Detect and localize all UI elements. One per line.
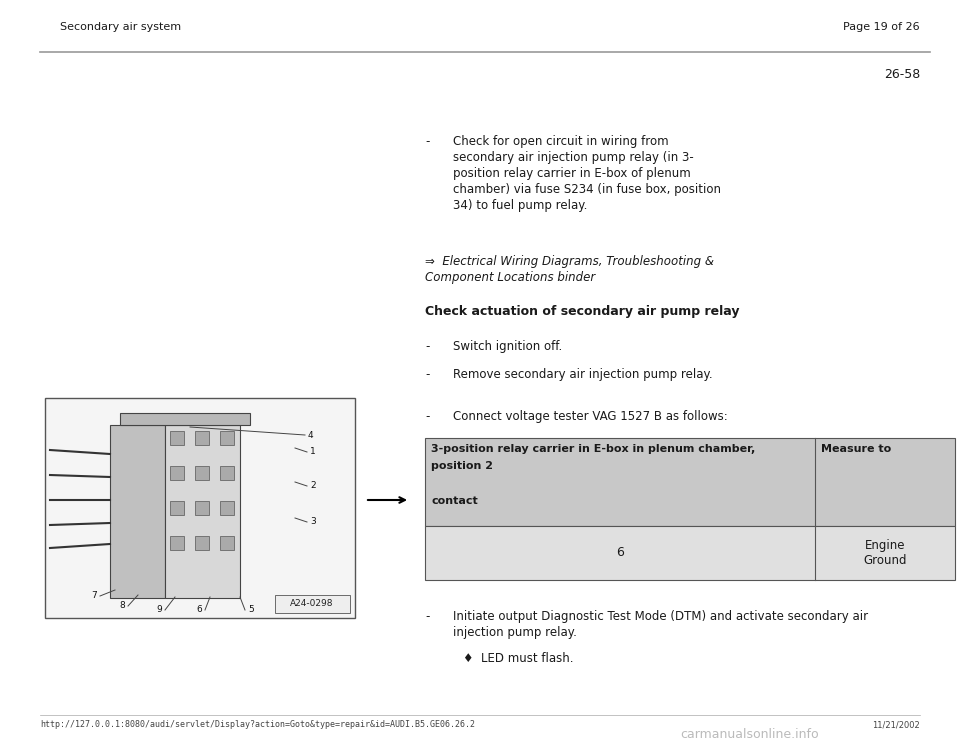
Text: 6: 6 bbox=[616, 547, 624, 559]
Bar bbox=[195, 466, 209, 480]
Bar bbox=[220, 466, 234, 480]
Text: contact: contact bbox=[431, 496, 478, 506]
Text: -: - bbox=[425, 610, 429, 623]
Text: Remove secondary air injection pump relay.: Remove secondary air injection pump rela… bbox=[453, 368, 712, 381]
Bar bbox=[170, 431, 184, 445]
Text: carmanualsonline.info: carmanualsonline.info bbox=[681, 728, 819, 741]
Text: ⇒  Electrical Wiring Diagrams, Troubleshooting &: ⇒ Electrical Wiring Diagrams, Troublesho… bbox=[425, 255, 714, 268]
Text: Switch ignition off.: Switch ignition off. bbox=[453, 340, 563, 353]
Text: chamber) via fuse S234 (in fuse box, position: chamber) via fuse S234 (in fuse box, pos… bbox=[453, 183, 721, 196]
Text: position relay carrier in E-box of plenum: position relay carrier in E-box of plenu… bbox=[453, 167, 691, 180]
Text: 3: 3 bbox=[310, 517, 316, 527]
Bar bbox=[170, 536, 184, 550]
Bar bbox=[220, 501, 234, 515]
Bar bbox=[220, 431, 234, 445]
Text: -: - bbox=[425, 410, 429, 423]
Text: 7: 7 bbox=[91, 591, 97, 600]
Bar bbox=[220, 536, 234, 550]
Bar bbox=[195, 431, 209, 445]
Bar bbox=[195, 536, 209, 550]
Bar bbox=[275, 595, 350, 613]
Text: Connect voltage tester VAG 1527 B as follows:: Connect voltage tester VAG 1527 B as fol… bbox=[453, 410, 728, 423]
Text: 5: 5 bbox=[248, 605, 253, 614]
Text: Component Locations binder: Component Locations binder bbox=[425, 271, 595, 284]
Text: 3-position relay carrier in E-box in plenum chamber,: 3-position relay carrier in E-box in ple… bbox=[431, 444, 756, 454]
Text: 26-58: 26-58 bbox=[884, 68, 920, 81]
Text: 11/21/2002: 11/21/2002 bbox=[873, 720, 920, 729]
Text: Measure to: Measure to bbox=[821, 444, 891, 454]
Text: 4: 4 bbox=[308, 430, 314, 439]
Bar bbox=[195, 501, 209, 515]
Bar bbox=[110, 425, 165, 598]
Text: A24-0298: A24-0298 bbox=[290, 600, 334, 608]
Bar bbox=[170, 466, 184, 480]
Text: -: - bbox=[425, 368, 429, 381]
Text: ♦  LED must flash.: ♦ LED must flash. bbox=[463, 652, 573, 665]
Text: secondary air injection pump relay (in 3-: secondary air injection pump relay (in 3… bbox=[453, 151, 694, 164]
Text: Engine: Engine bbox=[865, 539, 905, 551]
Text: 6: 6 bbox=[196, 605, 202, 614]
Text: Initiate output Diagnostic Test Mode (DTM) and activate secondary air: Initiate output Diagnostic Test Mode (DT… bbox=[453, 610, 868, 623]
Bar bbox=[165, 425, 240, 598]
Bar bbox=[45, 398, 355, 618]
Text: Check actuation of secondary air pump relay: Check actuation of secondary air pump re… bbox=[425, 305, 739, 318]
Bar bbox=[120, 413, 250, 425]
Text: Check for open circuit in wiring from: Check for open circuit in wiring from bbox=[453, 135, 668, 148]
Text: 1: 1 bbox=[310, 447, 316, 456]
Bar bbox=[425, 438, 955, 526]
Text: 8: 8 bbox=[119, 602, 125, 611]
Text: 9: 9 bbox=[156, 605, 162, 614]
Text: Secondary air system: Secondary air system bbox=[60, 22, 181, 32]
Text: http://127.0.0.1:8080/audi/servlet/Display?action=Goto&type=repair&id=AUDI.B5.GE: http://127.0.0.1:8080/audi/servlet/Displ… bbox=[40, 720, 475, 729]
Text: injection pump relay.: injection pump relay. bbox=[453, 626, 577, 639]
Text: -: - bbox=[425, 340, 429, 353]
Text: Ground: Ground bbox=[863, 554, 907, 568]
Bar bbox=[425, 526, 955, 580]
Bar bbox=[170, 501, 184, 515]
Text: position 2: position 2 bbox=[431, 461, 493, 471]
Text: 2: 2 bbox=[310, 482, 316, 490]
Text: Page 19 of 26: Page 19 of 26 bbox=[844, 22, 920, 32]
Text: 34) to fuel pump relay.: 34) to fuel pump relay. bbox=[453, 199, 588, 212]
Text: -: - bbox=[425, 135, 429, 148]
